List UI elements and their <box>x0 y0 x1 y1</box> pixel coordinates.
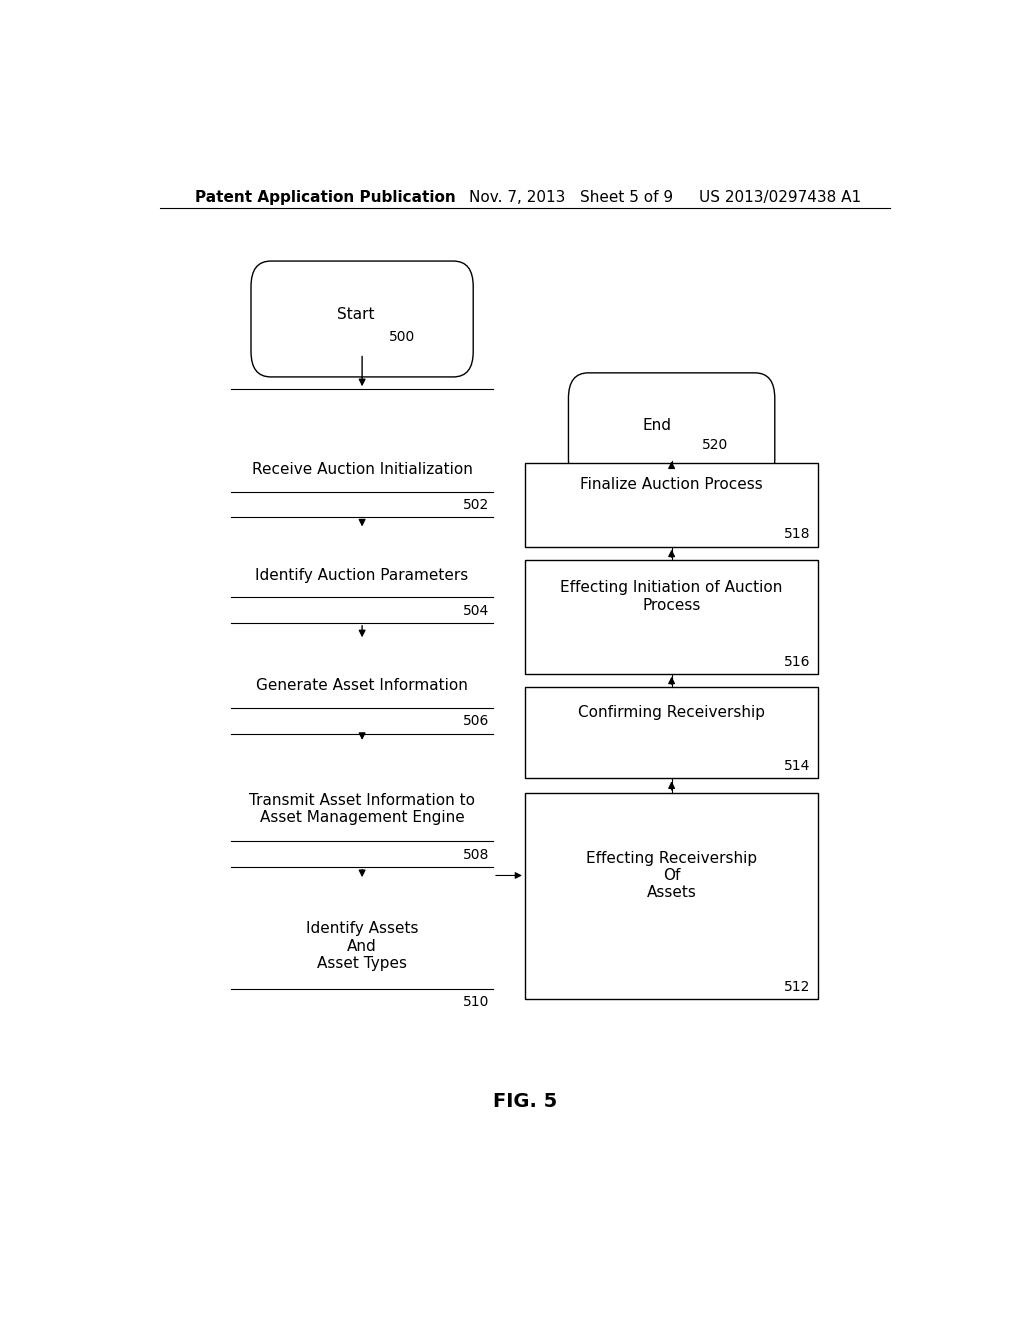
Text: End: End <box>643 418 672 433</box>
Text: Generate Asset Information: Generate Asset Information <box>256 678 468 693</box>
Text: 508: 508 <box>463 847 489 862</box>
Text: US 2013/0297438 A1: US 2013/0297438 A1 <box>699 190 861 205</box>
Text: Confirming Receivership: Confirming Receivership <box>579 705 765 719</box>
Text: Finalize Auction Process: Finalize Auction Process <box>581 477 763 492</box>
Text: Nov. 7, 2013   Sheet 5 of 9: Nov. 7, 2013 Sheet 5 of 9 <box>469 190 674 205</box>
Text: 518: 518 <box>784 528 811 541</box>
Text: 510: 510 <box>463 995 489 1008</box>
Text: Identify Assets
And
Asset Types: Identify Assets And Asset Types <box>306 921 419 972</box>
Text: 506: 506 <box>463 714 489 729</box>
Bar <box>524 560 818 673</box>
Text: 502: 502 <box>463 498 489 512</box>
Text: Receive Auction Initialization: Receive Auction Initialization <box>252 462 472 477</box>
Text: Transmit Asset Information to
Asset Management Engine: Transmit Asset Information to Asset Mana… <box>249 793 475 825</box>
Text: Identify Auction Parameters: Identify Auction Parameters <box>255 568 469 582</box>
FancyBboxPatch shape <box>251 261 473 378</box>
Text: Effecting Initiation of Auction
Process: Effecting Initiation of Auction Process <box>560 581 782 612</box>
Text: 512: 512 <box>784 979 811 994</box>
Text: Effecting Receivership
Of
Assets: Effecting Receivership Of Assets <box>586 850 757 900</box>
Text: 500: 500 <box>389 330 415 345</box>
FancyBboxPatch shape <box>568 372 775 484</box>
Bar <box>524 792 818 999</box>
Bar <box>524 463 818 546</box>
Text: FIG. 5: FIG. 5 <box>493 1092 557 1111</box>
Text: 520: 520 <box>702 438 728 451</box>
Text: 504: 504 <box>463 603 489 618</box>
Text: 514: 514 <box>784 759 811 774</box>
Text: 516: 516 <box>784 655 811 668</box>
Bar <box>524 686 818 779</box>
Text: Patent Application Publication: Patent Application Publication <box>196 190 457 205</box>
Text: Start: Start <box>337 308 375 322</box>
